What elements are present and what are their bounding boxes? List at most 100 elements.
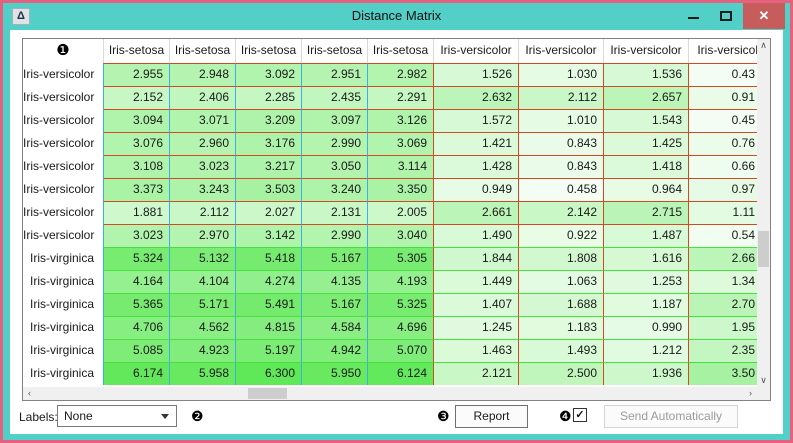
column-header[interactable]: Iris-versicolor [603,39,688,63]
distance-cell[interactable]: 4.164 [103,270,169,293]
distance-cell[interactable]: 3.240 [301,178,367,201]
distance-cell[interactable]: 1.536 [603,63,688,86]
distance-cell[interactable]: 2.112 [518,86,603,109]
distance-cell[interactable]: 3.350 [367,178,433,201]
distance-cell[interactable]: 4.193 [367,270,433,293]
distance-cell[interactable]: 2.500 [518,362,603,385]
distance-cell[interactable]: 1.808 [518,247,603,270]
distance-cell[interactable]: 2.112 [169,201,235,224]
distance-cell[interactable]: 1.212 [603,339,688,362]
distance-cell[interactable]: 2.661 [433,201,518,224]
distance-cell[interactable]: 5.418 [235,247,301,270]
distance-cell[interactable]: 5.167 [301,293,367,316]
distance-cell[interactable]: 2.982 [367,63,433,86]
row-header[interactable]: Iris-versicolor [23,178,103,201]
distance-cell[interactable]: 0.922 [518,224,603,247]
distance-cell[interactable]: 4.706 [103,316,169,339]
distance-cell[interactable]: 1.063 [518,270,603,293]
horizontal-scrollbar[interactable]: ‹ › [23,387,757,400]
column-header[interactable]: Iris-setosa [301,39,367,63]
distance-cell[interactable]: 1.418 [603,155,688,178]
distance-cell[interactable]: 2.131 [301,201,367,224]
distance-cell[interactable]: 3.071 [169,109,235,132]
maximize-button[interactable] [711,3,741,30]
distance-cell[interactable]: 3.050 [301,155,367,178]
column-header[interactable]: Iris-versicolor [518,39,603,63]
minimize-button[interactable] [678,3,708,30]
row-header[interactable]: Iris-virginica [23,270,103,293]
distance-cell[interactable]: 0.843 [518,132,603,155]
distance-cell[interactable]: 2.121 [433,362,518,385]
distance-cell[interactable]: 3.097 [301,109,367,132]
distance-cell[interactable]: 5.950 [301,362,367,385]
distance-cell[interactable]: 1.844 [433,247,518,270]
row-header[interactable]: Iris-versicolor [23,63,103,86]
distance-cell[interactable]: 3.108 [103,155,169,178]
row-header[interactable]: Iris-versicolor [23,224,103,247]
distance-cell[interactable]: 1.245 [433,316,518,339]
row-header[interactable]: Iris-virginica [23,316,103,339]
distance-cell[interactable]: 2.632 [433,86,518,109]
scroll-up-icon[interactable]: ∧ [757,39,770,52]
scroll-down-icon[interactable]: ∨ [757,374,770,387]
close-button[interactable]: ✕ [743,3,785,29]
distance-cell[interactable]: 0.949 [433,178,518,201]
distance-cell[interactable]: 0.964 [603,178,688,201]
row-header[interactable]: Iris-virginica [23,293,103,316]
distance-cell[interactable]: 5.167 [301,247,367,270]
distance-cell[interactable]: 1.543 [603,109,688,132]
row-header[interactable]: Iris-versicolor [23,155,103,178]
distance-cell[interactable]: 3.092 [235,63,301,86]
distance-cell[interactable]: 4.562 [169,316,235,339]
distance-cell[interactable]: 5.491 [235,293,301,316]
column-header[interactable]: Iris-setosa [235,39,301,63]
distance-cell[interactable]: 4.815 [235,316,301,339]
row-header[interactable]: Iris-virginica [23,247,103,270]
distance-cell[interactable]: 4.942 [301,339,367,362]
distance-cell[interactable]: 3.217 [235,155,301,178]
distance-cell[interactable]: 6.300 [235,362,301,385]
distance-cell[interactable]: 2.291 [367,86,433,109]
distance-cell[interactable]: 2.285 [235,86,301,109]
distance-cell[interactable]: 5.325 [367,293,433,316]
scroll-left-icon[interactable]: ‹ [23,387,36,400]
distance-cell[interactable]: 2.960 [169,132,235,155]
distance-cell[interactable]: 0.990 [603,316,688,339]
distance-cell[interactable]: 0.843 [518,155,603,178]
distance-cell[interactable]: 2.990 [301,224,367,247]
labels-dropdown[interactable]: None [57,405,177,427]
distance-cell[interactable]: 1.449 [433,270,518,293]
distance-cell[interactable]: 3.069 [367,132,433,155]
row-header[interactable]: Iris-virginica [23,362,103,385]
distance-cell[interactable]: 1.421 [433,132,518,155]
distance-cell[interactable]: 5.305 [367,247,433,270]
distance-cell[interactable]: 3.373 [103,178,169,201]
distance-cell[interactable]: 1.187 [603,293,688,316]
distance-cell[interactable]: 1.010 [518,109,603,132]
column-header[interactable]: Iris-versicolor [433,39,518,63]
send-automatically-button[interactable]: Send Automatically [604,405,738,428]
distance-cell[interactable]: 2.005 [367,201,433,224]
distance-cell[interactable]: 4.923 [169,339,235,362]
row-header[interactable]: Iris-versicolor [23,132,103,155]
distance-cell[interactable]: 3.142 [235,224,301,247]
distance-cell[interactable]: 3.209 [235,109,301,132]
distance-cell[interactable]: 1.881 [103,201,169,224]
distance-cell[interactable]: 1.493 [518,339,603,362]
distance-cell[interactable]: 3.076 [103,132,169,155]
row-header[interactable]: Iris-virginica [23,339,103,362]
distance-cell[interactable]: 6.174 [103,362,169,385]
distance-cell[interactable]: 3.094 [103,109,169,132]
distance-cell[interactable]: 2.715 [603,201,688,224]
distance-cell[interactable]: 3.040 [367,224,433,247]
distance-cell[interactable]: 1.572 [433,109,518,132]
distance-cell[interactable]: 5.132 [169,247,235,270]
distance-cell[interactable]: 2.142 [518,201,603,224]
distance-cell[interactable]: 1.030 [518,63,603,86]
distance-cell[interactable]: 3.243 [169,178,235,201]
distance-cell[interactable]: 1.688 [518,293,603,316]
distance-cell[interactable]: 2.152 [103,86,169,109]
column-header[interactable]: Iris-setosa [103,39,169,63]
column-header[interactable]: Iris-setosa [367,39,433,63]
distance-cell[interactable]: 1.490 [433,224,518,247]
